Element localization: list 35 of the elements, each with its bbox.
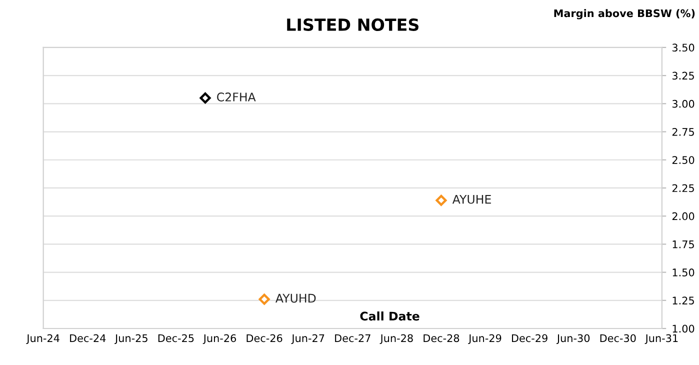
x-tick-label: Dec-27 [335, 334, 370, 342]
x-tick-label: Jun-25 [114, 334, 148, 344]
x-tick-label: Jun-24 [26, 334, 60, 344]
y-tick-label: 3.50 [672, 44, 694, 52]
x-tick-label: Dec-28 [424, 334, 460, 342]
y-tick-label: 2.50 [672, 156, 694, 164]
y-tick-label: 2.00 [672, 212, 694, 220]
x-tick-label: Jun-29 [468, 334, 502, 344]
x-tick-label: Jun-31 [644, 334, 678, 344]
y-tick-label: 2.25 [672, 184, 694, 192]
x-tick-label: Dec-30 [600, 334, 636, 342]
x-tick-label: Jun-28 [380, 334, 413, 344]
point [436, 194, 447, 206]
y-tick-label: 1.50 [672, 268, 694, 276]
annotation: AYUHD [276, 294, 316, 303]
y-tick-label: 1.75 [672, 240, 694, 248]
point [258, 294, 270, 305]
x-tick-label: Dec-26 [246, 334, 282, 342]
x-tick-label: Dec-25 [158, 334, 194, 342]
x-tick-label: Jun-27 [291, 334, 324, 344]
x-tick-label: Dec-29 [512, 334, 548, 342]
point [200, 92, 211, 104]
y-axis-title: Margin above BBSW (%) [554, 9, 695, 20]
annotation: AYUHE [452, 194, 491, 204]
annotation: C2FHA [217, 92, 256, 102]
x-tick-label: Dec-24 [70, 334, 106, 342]
y-tick-label: 3.25 [672, 72, 694, 80]
x-tick-label: Jun-30 [556, 334, 590, 344]
x-axis-title: Call Date [360, 311, 420, 321]
y-tick-label: 2.75 [672, 128, 694, 136]
y-tick-label: 1.00 [672, 324, 694, 333]
y-tick-label: 1.25 [672, 296, 694, 304]
y-tick-label: 3.00 [672, 100, 694, 108]
x-tick-label: Jun-26 [202, 334, 236, 344]
chart-title: LISTED NOTES [287, 18, 418, 32]
